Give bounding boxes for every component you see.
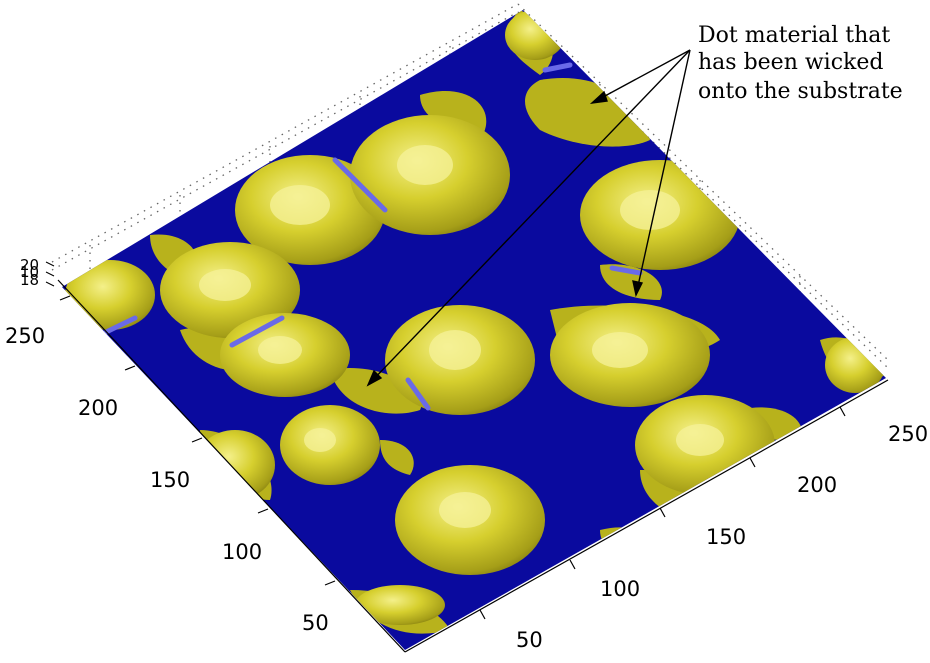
axes-edges	[57, 279, 889, 653]
dot-material-layer	[65, 10, 885, 634]
dome-highlights	[199, 145, 724, 528]
dot-dome	[825, 337, 885, 393]
dot-dome	[65, 260, 155, 330]
dot-dome	[505, 10, 565, 60]
y-tick-250: 250	[5, 324, 45, 348]
z-tick-label: 10	[20, 263, 39, 281]
dot-dome	[355, 585, 445, 625]
x-tick-50: 50	[516, 628, 543, 652]
bevel-edges	[97, 62, 643, 411]
x-tick-250: 250	[888, 422, 928, 446]
y-axis	[59, 295, 336, 586]
y-tick-150: 150	[150, 468, 190, 492]
x-tick-150: 150	[706, 525, 746, 549]
annotation-line-3: onto the substrate	[698, 79, 903, 104]
y-tick-200: 200	[78, 396, 118, 420]
y-tick-50: 50	[302, 611, 329, 635]
z-tick-label: 20	[20, 256, 39, 274]
z-axis	[45, 261, 55, 287]
annotation: Dot material that has been wicked onto t…	[698, 23, 903, 104]
annotation-line-2: has been wicked	[698, 50, 883, 75]
z-tick-label: 18	[20, 271, 39, 289]
annotation-arrows	[366, 49, 691, 387]
annotation-line-1: Dot material that	[698, 23, 890, 48]
x-tick-200: 200	[797, 473, 837, 497]
x-axis	[479, 406, 846, 620]
y-tick-100: 100	[222, 540, 262, 564]
x-tick-100: 100	[600, 577, 640, 601]
